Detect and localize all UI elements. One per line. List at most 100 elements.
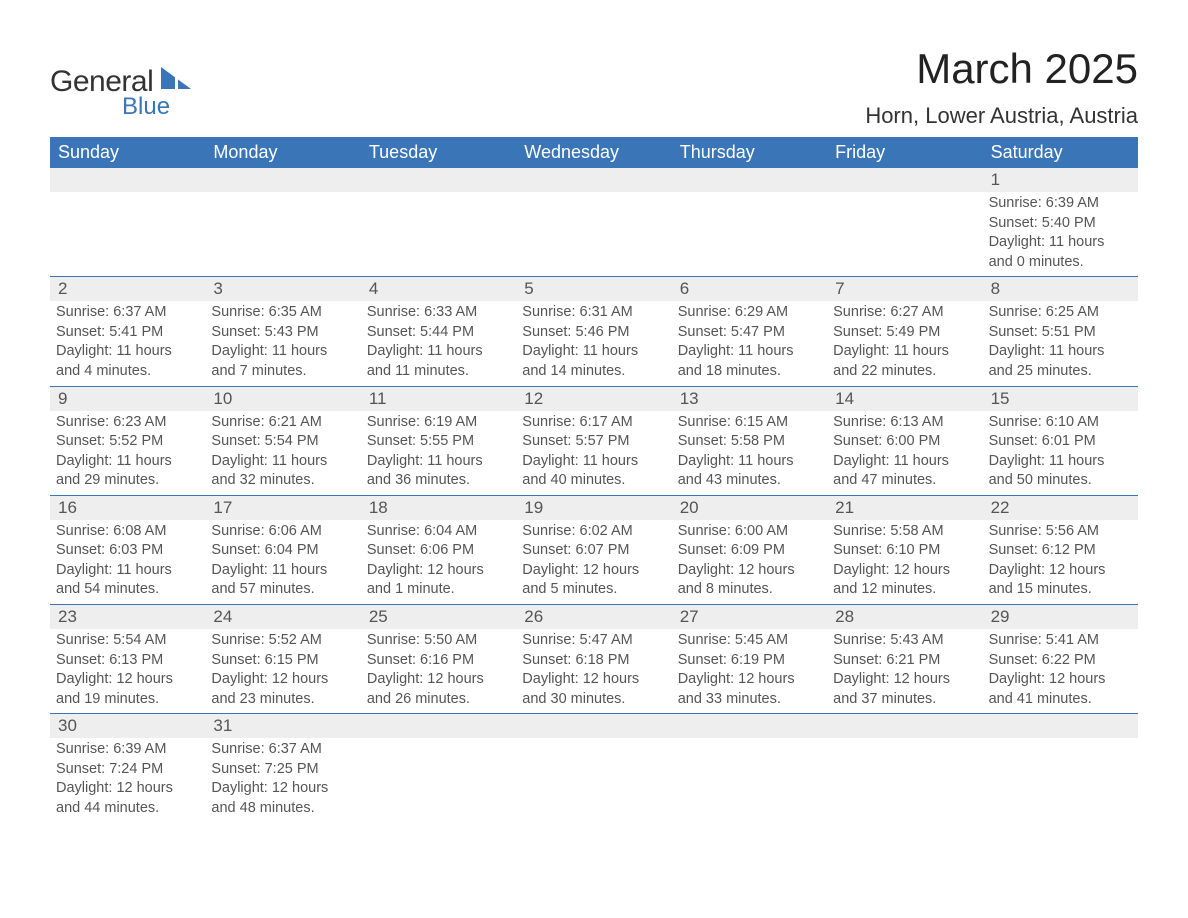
day-number: 31 [205, 713, 360, 738]
sunrise-line: Sunrise: 6:29 AM [678, 303, 821, 323]
calendar-day: 10Sunrise: 6:21 AMSunset: 5:54 PMDayligh… [205, 386, 360, 495]
sunset-line: Sunset: 6:04 PM [211, 541, 354, 561]
day-details [516, 192, 671, 198]
sunset-line: Sunset: 6:00 PM [833, 432, 976, 452]
month-title: March 2025 [865, 45, 1138, 93]
calendar-body: 1Sunrise: 6:39 AMSunset: 5:40 PMDaylight… [50, 168, 1138, 823]
day-details [672, 738, 827, 744]
sunrise-line: Sunrise: 6:39 AM [56, 740, 199, 760]
sunrise-line: Sunrise: 6:10 AM [989, 413, 1132, 433]
sunrise-line: Sunrise: 6:25 AM [989, 303, 1132, 323]
sunset-line: Sunset: 5:57 PM [522, 432, 665, 452]
day-details: Sunrise: 6:00 AMSunset: 6:09 PMDaylight:… [672, 520, 827, 604]
sunset-line: Sunset: 6:03 PM [56, 541, 199, 561]
daylight-line: Daylight: 11 hours and 7 minutes. [211, 342, 354, 381]
day-details: Sunrise: 6:37 AMSunset: 7:25 PMDaylight:… [205, 738, 360, 822]
daylight-line: Daylight: 11 hours and 50 minutes. [989, 452, 1132, 491]
daylight-line: Daylight: 11 hours and 14 minutes. [522, 342, 665, 381]
calendar-day: 31Sunrise: 6:37 AMSunset: 7:25 PMDayligh… [205, 713, 360, 822]
day-details: Sunrise: 6:23 AMSunset: 5:52 PMDaylight:… [50, 411, 205, 495]
calendar-day: 14Sunrise: 6:13 AMSunset: 6:00 PMDayligh… [827, 386, 982, 495]
sunrise-line: Sunrise: 5:43 AM [833, 631, 976, 651]
day-number: 21 [827, 495, 982, 520]
calendar-header-row: SundayMondayTuesdayWednesdayThursdayFrid… [50, 137, 1138, 168]
day-details: Sunrise: 6:13 AMSunset: 6:00 PMDaylight:… [827, 411, 982, 495]
calendar-day [516, 168, 671, 276]
daylight-line: Daylight: 12 hours and 48 minutes. [211, 779, 354, 818]
day-number: 27 [672, 604, 827, 629]
sunrise-line: Sunrise: 6:19 AM [367, 413, 510, 433]
sunrise-line: Sunrise: 5:56 AM [989, 522, 1132, 542]
daylight-line: Daylight: 11 hours and 22 minutes. [833, 342, 976, 381]
daylight-line: Daylight: 12 hours and 44 minutes. [56, 779, 199, 818]
logo: General Blue [50, 65, 191, 121]
day-number [361, 713, 516, 738]
sunrise-line: Sunrise: 6:02 AM [522, 522, 665, 542]
day-number: 6 [672, 276, 827, 301]
day-details: Sunrise: 6:25 AMSunset: 5:51 PMDaylight:… [983, 301, 1138, 385]
sunset-line: Sunset: 5:40 PM [989, 214, 1132, 234]
daylight-line: Daylight: 11 hours and 25 minutes. [989, 342, 1132, 381]
day-number: 13 [672, 386, 827, 411]
calendar-day: 9Sunrise: 6:23 AMSunset: 5:52 PMDaylight… [50, 386, 205, 495]
day-number: 16 [50, 495, 205, 520]
calendar-day: 26Sunrise: 5:47 AMSunset: 6:18 PMDayligh… [516, 604, 671, 713]
day-details: Sunrise: 6:17 AMSunset: 5:57 PMDaylight:… [516, 411, 671, 495]
sunset-line: Sunset: 6:12 PM [989, 541, 1132, 561]
weekday-header: Monday [205, 137, 360, 168]
day-number [983, 713, 1138, 738]
sunset-line: Sunset: 5:54 PM [211, 432, 354, 452]
weekday-header: Wednesday [516, 137, 671, 168]
sunset-line: Sunset: 6:13 PM [56, 651, 199, 671]
calendar-day [50, 168, 205, 276]
sunset-line: Sunset: 7:24 PM [56, 760, 199, 780]
weekday-header: Sunday [50, 137, 205, 168]
sunrise-line: Sunrise: 5:47 AM [522, 631, 665, 651]
daylight-line: Daylight: 12 hours and 33 minutes. [678, 670, 821, 709]
calendar-day: 19Sunrise: 6:02 AMSunset: 6:07 PMDayligh… [516, 495, 671, 604]
calendar-day: 1Sunrise: 6:39 AMSunset: 5:40 PMDaylight… [983, 168, 1138, 276]
day-number: 14 [827, 386, 982, 411]
daylight-line: Daylight: 12 hours and 37 minutes. [833, 670, 976, 709]
day-number: 25 [361, 604, 516, 629]
daylight-line: Daylight: 12 hours and 15 minutes. [989, 561, 1132, 600]
day-number: 9 [50, 386, 205, 411]
day-details [983, 738, 1138, 744]
daylight-line: Daylight: 11 hours and 57 minutes. [211, 561, 354, 600]
sunset-line: Sunset: 6:06 PM [367, 541, 510, 561]
calendar-day: 20Sunrise: 6:00 AMSunset: 6:09 PMDayligh… [672, 495, 827, 604]
day-number [516, 713, 671, 738]
day-details: Sunrise: 5:47 AMSunset: 6:18 PMDaylight:… [516, 629, 671, 713]
calendar-day [827, 713, 982, 822]
sunrise-line: Sunrise: 5:45 AM [678, 631, 821, 651]
calendar-day: 22Sunrise: 5:56 AMSunset: 6:12 PMDayligh… [983, 495, 1138, 604]
day-details: Sunrise: 5:56 AMSunset: 6:12 PMDaylight:… [983, 520, 1138, 604]
day-details [672, 192, 827, 198]
sunrise-line: Sunrise: 6:31 AM [522, 303, 665, 323]
day-details: Sunrise: 5:50 AMSunset: 6:16 PMDaylight:… [361, 629, 516, 713]
calendar-day: 3Sunrise: 6:35 AMSunset: 5:43 PMDaylight… [205, 276, 360, 385]
sunrise-line: Sunrise: 6:23 AM [56, 413, 199, 433]
calendar-day: 27Sunrise: 5:45 AMSunset: 6:19 PMDayligh… [672, 604, 827, 713]
calendar-day [361, 713, 516, 822]
day-number: 11 [361, 386, 516, 411]
sunrise-line: Sunrise: 6:21 AM [211, 413, 354, 433]
daylight-line: Daylight: 12 hours and 30 minutes. [522, 670, 665, 709]
calendar-day: 25Sunrise: 5:50 AMSunset: 6:16 PMDayligh… [361, 604, 516, 713]
calendar-day: 7Sunrise: 6:27 AMSunset: 5:49 PMDaylight… [827, 276, 982, 385]
day-details: Sunrise: 6:06 AMSunset: 6:04 PMDaylight:… [205, 520, 360, 604]
day-details: Sunrise: 6:37 AMSunset: 5:41 PMDaylight:… [50, 301, 205, 385]
day-number: 19 [516, 495, 671, 520]
sunset-line: Sunset: 6:16 PM [367, 651, 510, 671]
page-header: General Blue March 2025 Horn, Lower Aust… [50, 45, 1138, 129]
day-number [827, 713, 982, 738]
day-details: Sunrise: 6:39 AMSunset: 7:24 PMDaylight:… [50, 738, 205, 822]
day-number: 23 [50, 604, 205, 629]
day-number: 8 [983, 276, 1138, 301]
daylight-line: Daylight: 11 hours and 47 minutes. [833, 452, 976, 491]
calendar: SundayMondayTuesdayWednesdayThursdayFrid… [50, 137, 1138, 823]
daylight-line: Daylight: 11 hours and 18 minutes. [678, 342, 821, 381]
sunrise-line: Sunrise: 6:37 AM [56, 303, 199, 323]
calendar-day: 16Sunrise: 6:08 AMSunset: 6:03 PMDayligh… [50, 495, 205, 604]
daylight-line: Daylight: 11 hours and 29 minutes. [56, 452, 199, 491]
